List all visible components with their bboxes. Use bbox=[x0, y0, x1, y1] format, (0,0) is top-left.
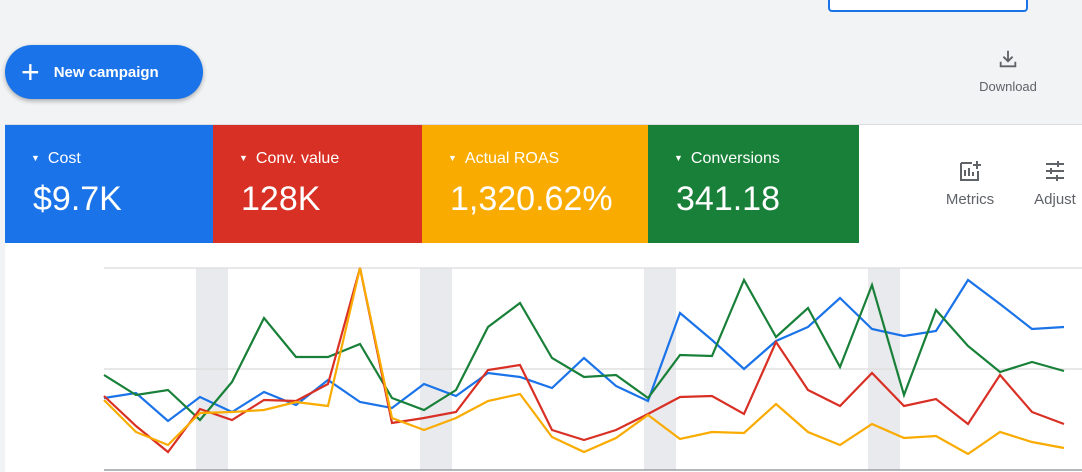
scorecard-value: 128K bbox=[241, 180, 321, 218]
adjust-button[interactable]: Adjust bbox=[1020, 159, 1082, 208]
series-line-conv-value bbox=[103, 267, 1065, 454]
metrics-label: Metrics bbox=[945, 191, 995, 208]
series-line-actual-roas bbox=[103, 267, 1065, 456]
plus-icon: + bbox=[21, 54, 40, 90]
adjust-label: Adjust bbox=[1034, 191, 1076, 208]
series-line-conversions bbox=[103, 277, 1065, 422]
tune-icon bbox=[1020, 159, 1082, 185]
scorecard-name: Cost bbox=[31, 150, 81, 168]
download-label: Download bbox=[979, 79, 1037, 94]
download-icon bbox=[999, 50, 1017, 68]
scorecard-actual-roas[interactable]: Actual ROAS 1,320.62% bbox=[422, 125, 648, 243]
scorecard-conversions[interactable]: Conversions 341.18 bbox=[648, 125, 859, 243]
metrics-button[interactable]: Metrics bbox=[935, 159, 1005, 208]
add-chart-icon bbox=[935, 159, 1005, 185]
scorecard-value: 341.18 bbox=[676, 180, 780, 218]
scorecard-cost[interactable]: Cost $9.7K bbox=[5, 125, 213, 243]
scorecard-name: Conversions bbox=[674, 150, 780, 168]
top-outlined-button[interactable] bbox=[828, 0, 1028, 12]
scorecard-conv-value[interactable]: Conv. value 128K bbox=[213, 125, 422, 243]
scorecard-value: $9.7K bbox=[33, 180, 122, 218]
scorecard-name: Actual ROAS bbox=[448, 150, 559, 168]
new-campaign-label: New campaign bbox=[53, 63, 159, 81]
series-line-cost bbox=[103, 278, 1065, 423]
download-button[interactable]: Download bbox=[968, 48, 1048, 94]
scorecard-name: Conv. value bbox=[239, 150, 339, 168]
scorecard-value: 1,320.62% bbox=[450, 180, 613, 218]
new-campaign-button[interactable]: + New campaign bbox=[5, 45, 203, 99]
